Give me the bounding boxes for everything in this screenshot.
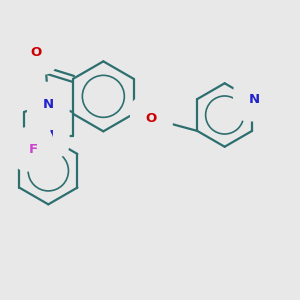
Text: F: F (28, 143, 38, 156)
Text: N: N (43, 129, 54, 142)
Text: O: O (30, 46, 41, 59)
Text: O: O (146, 112, 157, 125)
Text: N: N (43, 98, 54, 110)
Text: N: N (249, 93, 260, 106)
